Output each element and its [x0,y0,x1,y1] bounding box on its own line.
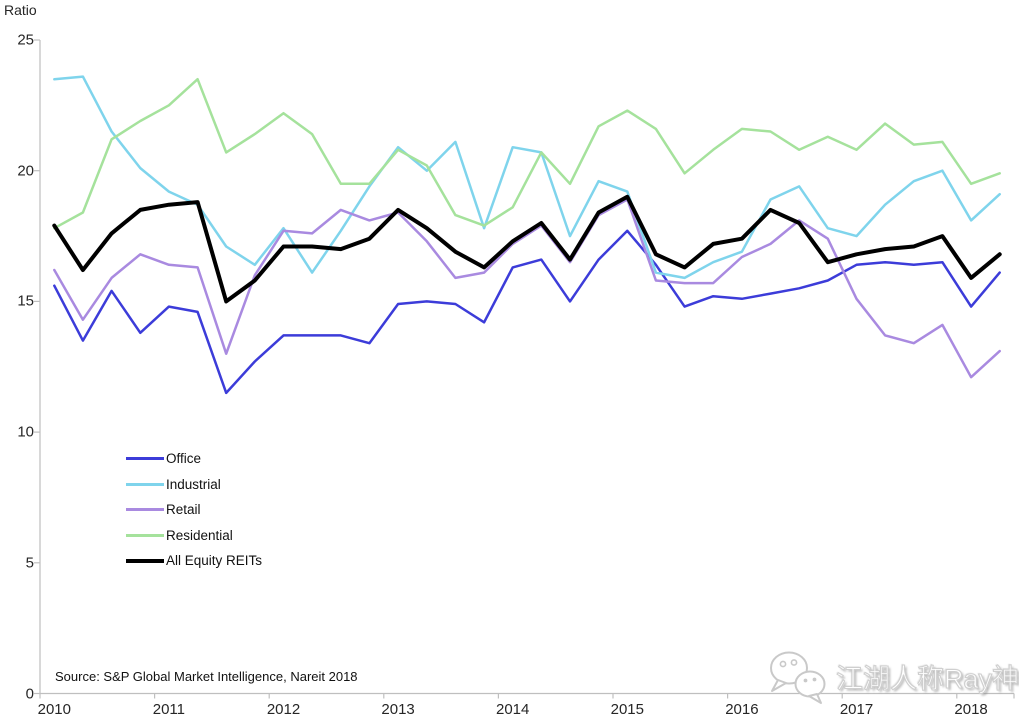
x-tick-label: 2015 [610,701,644,718]
source-note: Source: S&P Global Market Intelligence, … [55,669,358,684]
x-tick-label: 2018 [954,701,988,718]
y-tick-label: 25 [17,31,34,49]
y-tick-label: 20 [17,162,34,180]
series-line-residential [53,77,1001,230]
watermark: 江湖人称Ray神 [762,646,1019,706]
x-tick-label: 2016 [725,701,759,718]
legend-item-office: Office [126,446,262,472]
x-tick-label: 2011 [152,701,186,718]
residential-line-swatch [126,533,164,537]
x-tick-label: 2014 [496,701,530,718]
series-line-retail [53,198,1001,379]
legend-label: Retail [166,502,201,518]
x-tick-label: 2017 [839,701,874,718]
office-line-swatch [126,457,164,461]
y-tick-label: 15 [17,292,34,310]
wechat-icon [770,651,826,704]
x-tick-label: 2010 [37,701,71,718]
retail-line-swatch [126,508,164,512]
y-tick-label: 0 [25,685,34,702]
legend-label: All Equity REITs [166,553,263,569]
legend-item-all-equity-reits: All Equity REITs [126,548,262,574]
series-line-industrial [53,75,1001,280]
series-line-office [53,229,1001,395]
legend-item-retail: Retail [126,497,262,523]
y-tick-label: 5 [25,554,34,572]
watermark-text: 江湖人称Ray神 [835,663,1019,694]
industrial-line-swatch [126,482,164,486]
legend-item-industrial: Industrial [126,472,262,498]
legend-label: Industrial [166,476,221,492]
legend-label: Residential [166,527,233,543]
y-tick-label: 10 [17,423,34,441]
legend-item-residential: Residential [126,523,262,549]
series-line-all-equity-reits [52,194,1002,304]
x-tick-label: 2012 [266,701,301,718]
all-equity-reits-line-swatch [126,558,164,563]
x-tick-label: 2013 [381,701,415,718]
y-axis-title: Ratio [4,2,37,18]
chart-legend: Office Industrial Retail Residential All… [126,446,262,574]
legend-label: Office [166,451,202,467]
